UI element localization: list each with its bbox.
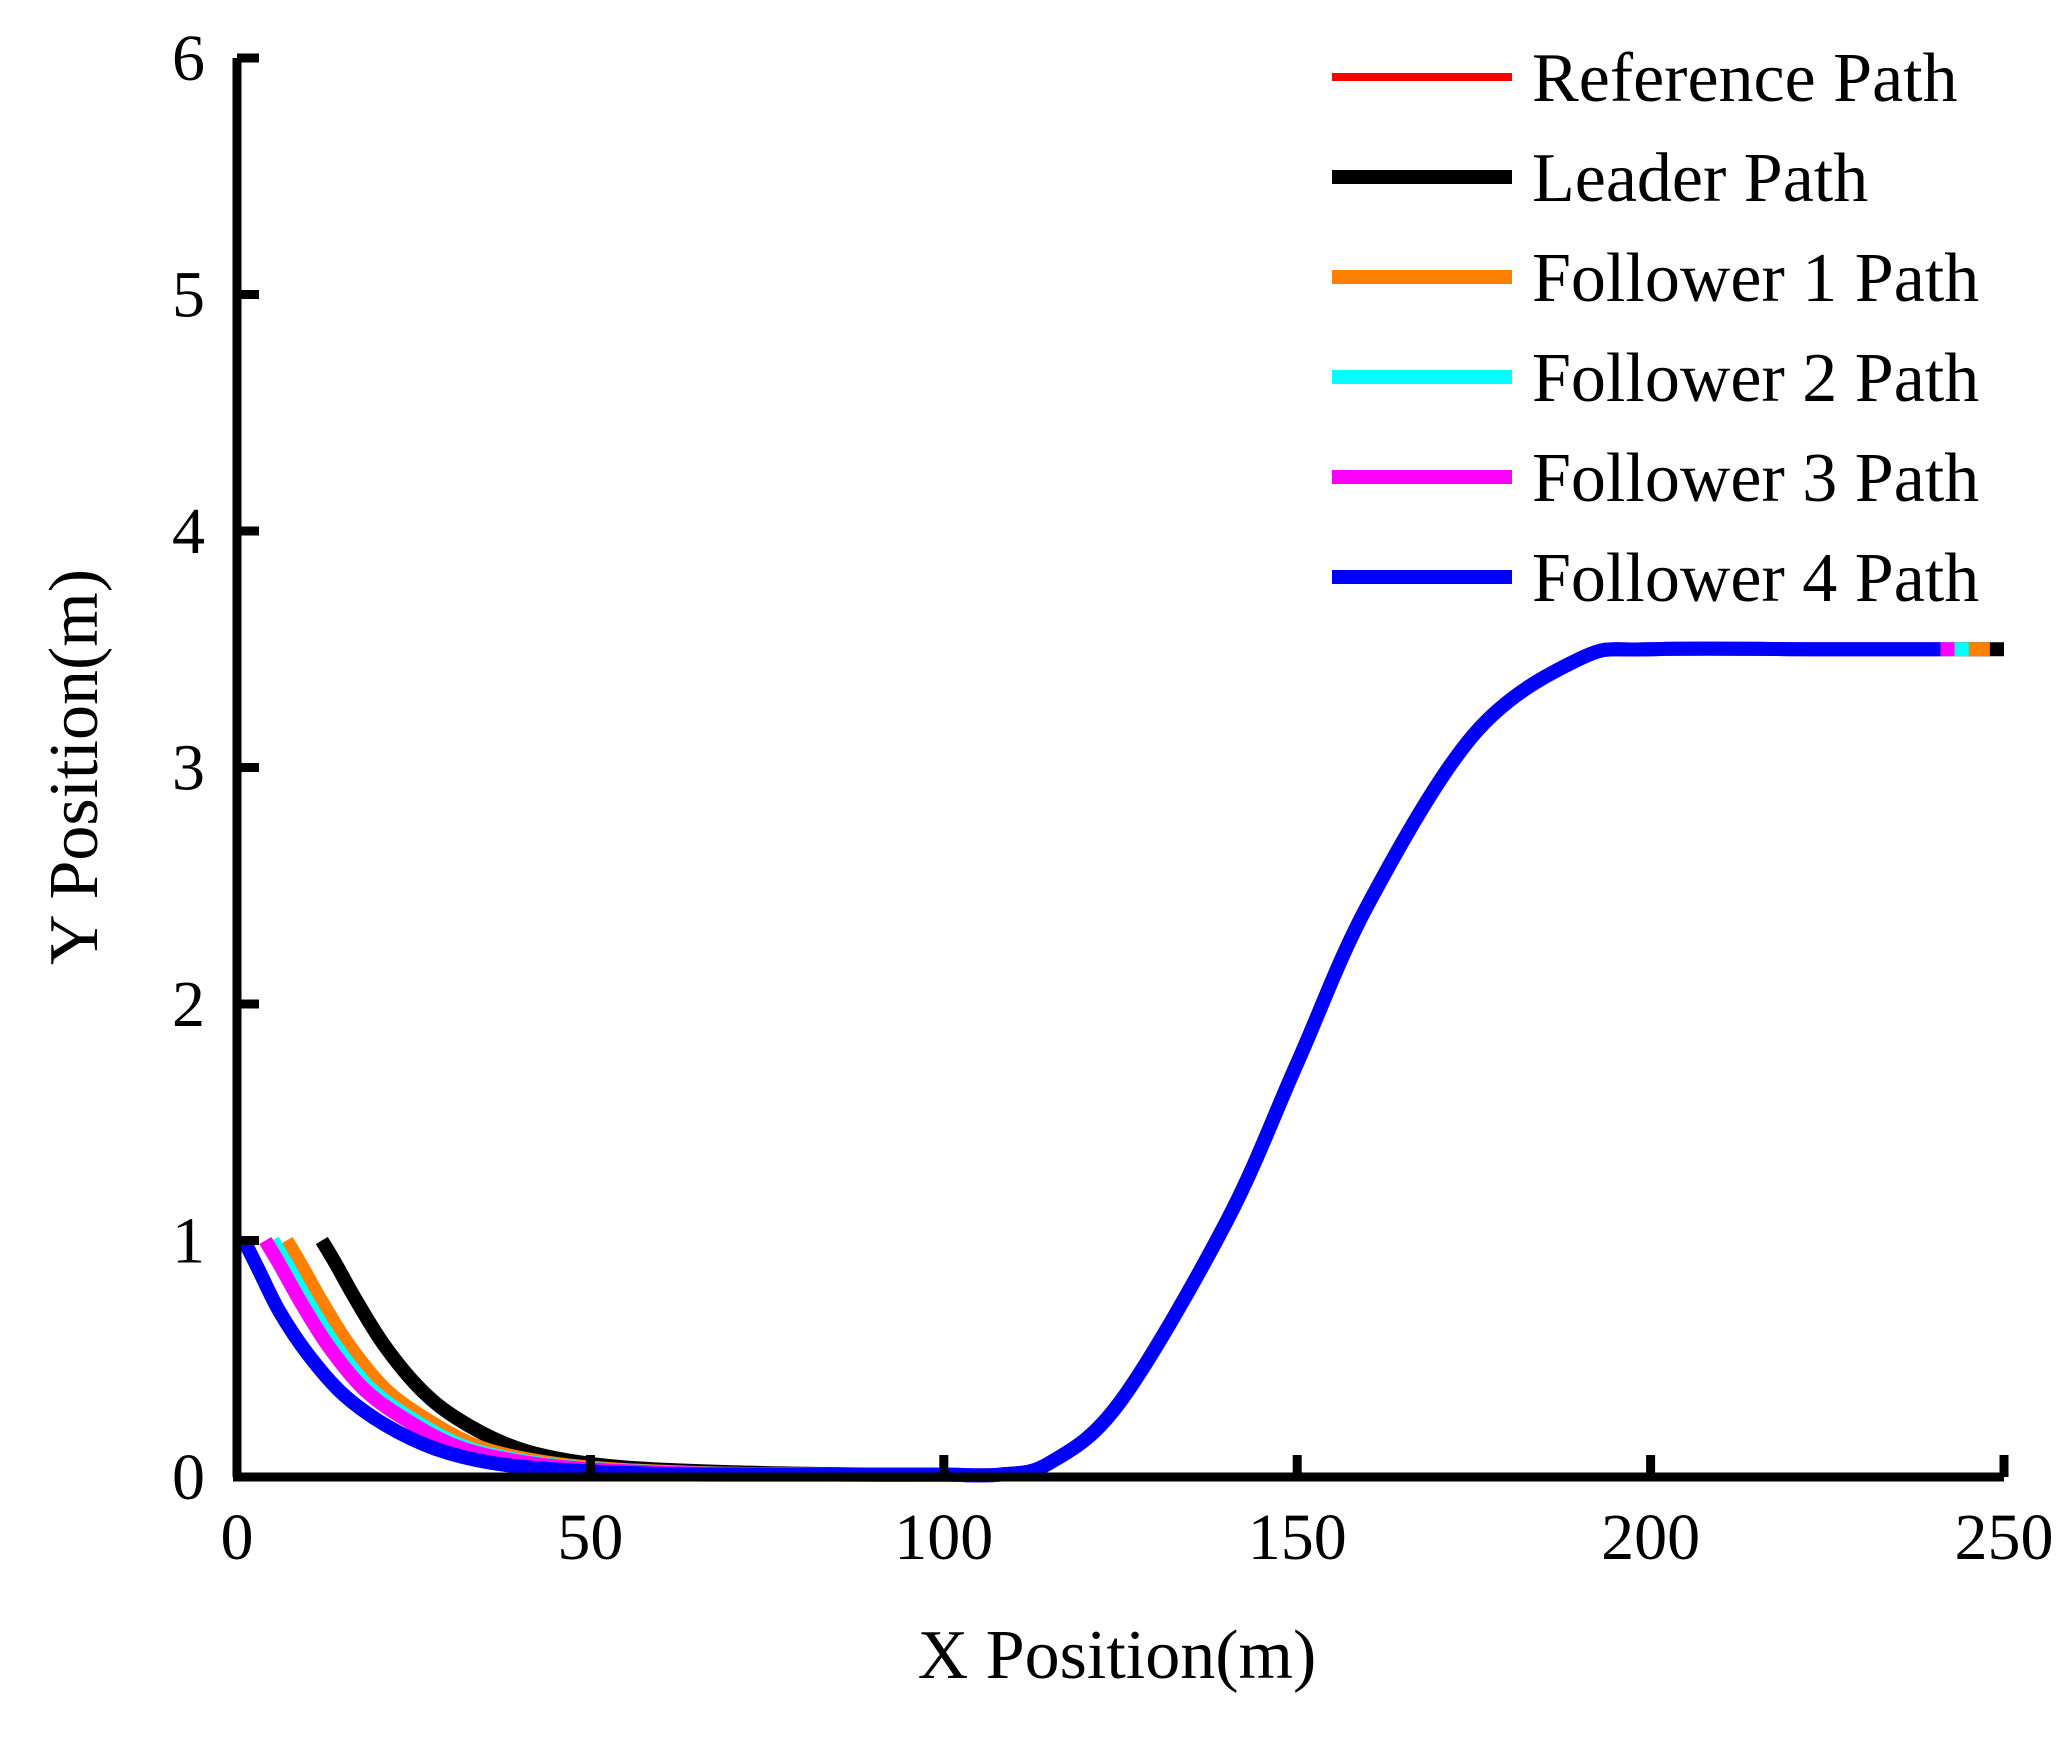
y-tick-label: 4 <box>172 495 205 568</box>
x-tick-label: 200 <box>1601 1501 1700 1574</box>
legend-label: Leader Path <box>1532 140 1868 217</box>
legend-label: Reference Path <box>1532 40 1958 117</box>
x-tick-label: 50 <box>557 1501 623 1574</box>
y-tick-label: 2 <box>172 968 205 1041</box>
ticks: 0 50 100 150 200 250 0 1 2 3 4 5 6 <box>172 22 2054 1574</box>
series-line-reference-path <box>236 644 2004 1482</box>
legend-label: Follower 3 Path <box>1532 440 1979 517</box>
y-tick-label: 1 <box>172 1205 205 1278</box>
legend: Reference Path Leader Path Follower 1 Path… <box>1332 40 1979 617</box>
series-line-follower-1-path <box>280 641 1990 1483</box>
legend-label: Follower 1 Path <box>1532 240 1979 317</box>
y-tick-label: 3 <box>172 732 205 805</box>
series-line-leader-path <box>315 641 2004 1483</box>
series-line-follower-3-path <box>259 641 1955 1483</box>
series-layer <box>236 641 2004 1483</box>
x-tick-label: 250 <box>1955 1501 2054 1574</box>
y-tick-label: 6 <box>172 22 205 95</box>
y-tick-label: 0 <box>172 1441 205 1514</box>
legend-label: Follower 2 Path <box>1532 340 1979 417</box>
x-axis-title: X Position(m) <box>918 1617 1317 1694</box>
x-tick-label: 100 <box>894 1501 993 1574</box>
x-tick-label: 0 <box>221 1501 254 1574</box>
y-tick-label: 5 <box>172 259 205 332</box>
series-line-follower-4-path <box>237 641 1941 1483</box>
legend-label: Follower 4 Path <box>1532 540 1979 617</box>
series-line-follower-2-path <box>266 641 1969 1483</box>
x-tick-label: 150 <box>1248 1501 1347 1574</box>
y-axis-title: Y Position(m) <box>36 569 113 965</box>
